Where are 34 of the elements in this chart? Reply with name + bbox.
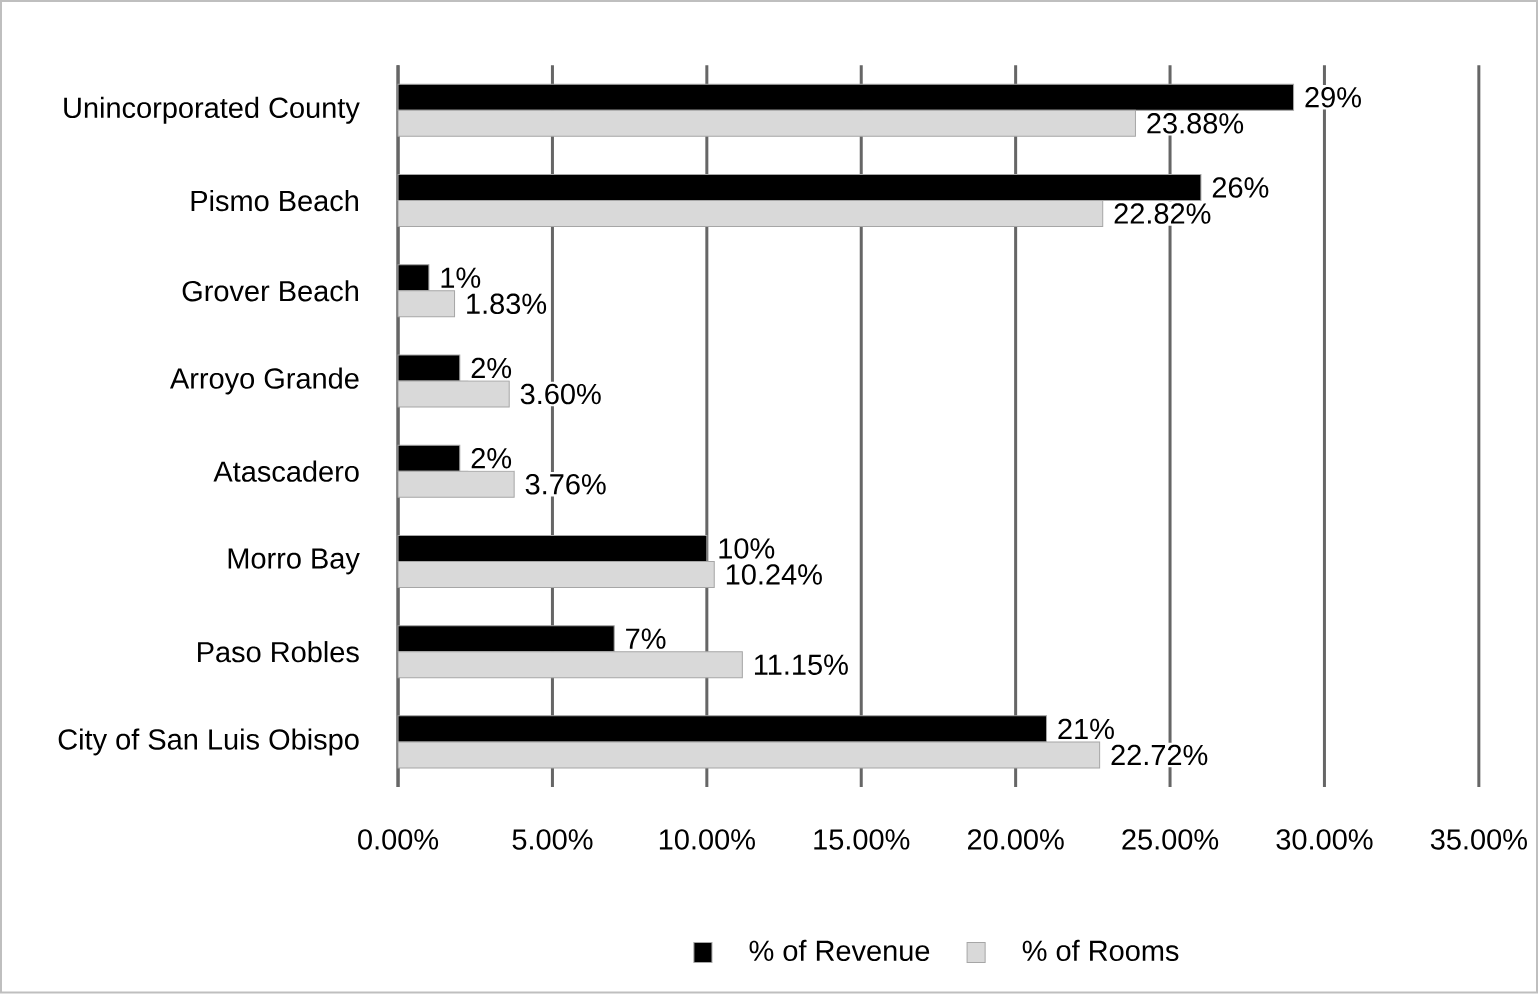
y-tick-label: Morro Bay [228, 548, 360, 575]
data-label: 1% [441, 267, 481, 289]
legend-label: % of Revenue [749, 940, 930, 962]
y-tick-label: Unincorporated County [64, 97, 360, 125]
data-label: 22.82% [1114, 203, 1211, 225]
x-tick-label: 20.00% [967, 829, 1064, 850]
data-label: 11.15% [754, 654, 848, 676]
data-label: 3.60% [520, 383, 601, 405]
data-label: 26% [1212, 177, 1269, 198]
data-label: 21% [1058, 718, 1114, 740]
data-label: 29% [1305, 87, 1361, 108]
x-tick-label: 15.00% [814, 829, 910, 850]
data-label: 10.24% [726, 564, 822, 585]
y-tick-label: Paso Robles [198, 641, 359, 663]
y-tick-label: City of San Luis Obispo [58, 728, 359, 756]
y-tick-label: Grover Beach [182, 280, 358, 302]
x-tick-label: 30.00% [1276, 829, 1373, 850]
y-tick-label: Pismo Beach [191, 190, 358, 212]
data-label: 2% [471, 448, 512, 469]
data-label: 10% [719, 538, 775, 559]
x-tick-label: 35.00% [1430, 829, 1527, 850]
data-label: 7% [626, 628, 666, 649]
y-tick-label: Atascadero [213, 460, 359, 483]
x-tick-label: 0.00% [358, 829, 439, 850]
data-label: 22.72% [1111, 744, 1208, 766]
x-tick-label: 25.00% [1122, 829, 1219, 850]
x-tick-label: 5.00% [512, 829, 593, 850]
data-label: 23.88% [1147, 113, 1244, 134]
y-tick-label: Arroyo Grande [169, 367, 359, 395]
x-tick-label: 10.00% [659, 829, 755, 850]
data-label: 1.83% [467, 293, 547, 315]
data-label: 2% [471, 357, 512, 379]
legend-label: % of Rooms [1022, 940, 1179, 962]
data-label: 3.76% [525, 474, 606, 495]
